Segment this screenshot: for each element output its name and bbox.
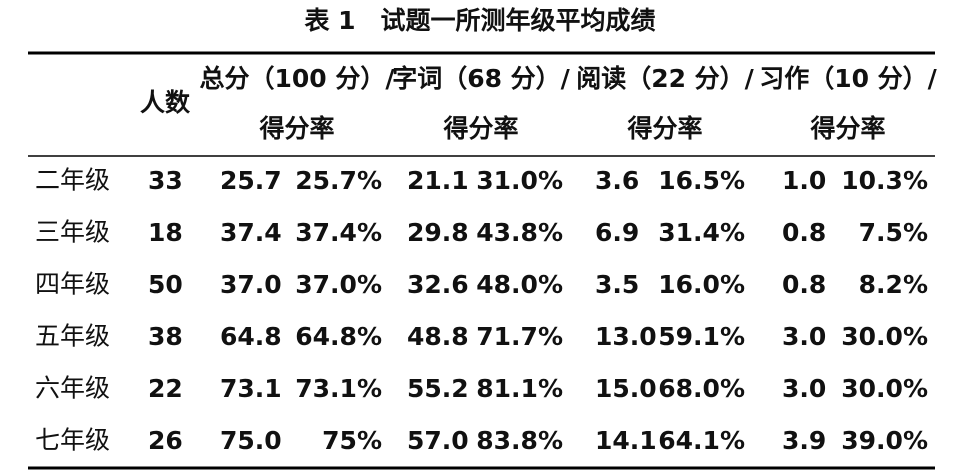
rate-cell: 81.1% (476, 374, 563, 403)
score-cell: 3.0 (782, 374, 826, 403)
rate-cell: 31.4% (658, 218, 745, 247)
group-header: 总分（100 分）/ (199, 64, 395, 93)
count-cell: 18 (148, 218, 183, 247)
rate-cell: 48.0% (476, 270, 563, 299)
score-cell: 73.1 (220, 374, 282, 403)
score-cell: 21.1 (407, 166, 469, 195)
rate-cell: 16.0% (658, 270, 745, 299)
score-cell: 25.7 (220, 166, 282, 195)
rate-cell: 30.0% (841, 322, 928, 351)
group-header: 阅读（22 分）/ (576, 64, 754, 93)
score-cell: 14.1 (595, 426, 657, 455)
group-subheader: 得分率 (258, 114, 334, 143)
rate-cell: 30.0% (841, 374, 928, 403)
score-cell: 15.0 (595, 374, 657, 403)
count-cell: 38 (148, 322, 183, 351)
score-cell: 32.6 (407, 270, 469, 299)
rate-cell: 25.7% (295, 166, 382, 195)
group-header: 习作（10 分）/ (759, 64, 937, 93)
rate-cell: 43.8% (476, 218, 563, 247)
rate-cell: 68.0% (658, 374, 745, 403)
row-label: 五年级 (35, 322, 110, 351)
row-label: 七年级 (35, 426, 110, 455)
score-cell: 57.0 (407, 426, 469, 455)
score-cell: 37.4 (220, 218, 282, 247)
count-cell: 26 (148, 426, 183, 455)
row-label: 二年级 (35, 166, 110, 195)
rate-cell: 73.1% (295, 374, 382, 403)
score-cell: 1.0 (782, 166, 826, 195)
group-subheader: 得分率 (809, 114, 885, 143)
group-header: 字词（68 分）/ (392, 64, 570, 93)
score-cell: 13.0 (595, 322, 657, 351)
rate-cell: 10.3% (841, 166, 928, 195)
row-label: 四年级 (35, 270, 110, 299)
count-cell: 33 (148, 166, 183, 195)
score-cell: 75.0 (220, 426, 282, 455)
score-cell: 3.9 (782, 426, 826, 455)
rate-cell: 7.5% (859, 218, 928, 247)
count-cell: 50 (148, 270, 183, 299)
score-cell: 64.8 (220, 322, 282, 351)
rate-cell: 31.0% (476, 166, 563, 195)
rate-cell: 83.8% (476, 426, 563, 455)
score-cell: 3.0 (782, 322, 826, 351)
score-cell: 37.0 (220, 270, 282, 299)
rate-cell: 37.4% (295, 218, 382, 247)
rate-cell: 64.1% (658, 426, 745, 455)
count-cell: 22 (148, 374, 183, 403)
table-title: 表 1 试题一所测年级平均成绩 (304, 6, 655, 35)
row-label: 三年级 (35, 218, 110, 247)
score-cell: 0.8 (782, 270, 826, 299)
rate-cell: 16.5% (658, 166, 745, 195)
group-subheader: 得分率 (626, 114, 702, 143)
rate-cell: 8.2% (859, 270, 928, 299)
score-cell: 48.8 (407, 322, 469, 351)
score-cell: 3.6 (595, 166, 639, 195)
rate-cell: 75% (322, 426, 382, 455)
rate-cell: 64.8% (295, 322, 382, 351)
score-cell: 3.5 (595, 270, 639, 299)
group-subheader: 得分率 (442, 114, 518, 143)
score-cell: 0.8 (782, 218, 826, 247)
score-cell: 29.8 (407, 218, 469, 247)
rate-cell: 59.1% (658, 322, 745, 351)
score-cell: 6.9 (595, 218, 639, 247)
rate-cell: 71.7% (476, 322, 563, 351)
count-header: 人数 (140, 88, 191, 117)
score-cell: 55.2 (407, 374, 469, 403)
rate-cell: 39.0% (841, 426, 928, 455)
row-label: 六年级 (35, 374, 110, 403)
rate-cell: 37.0% (295, 270, 382, 299)
